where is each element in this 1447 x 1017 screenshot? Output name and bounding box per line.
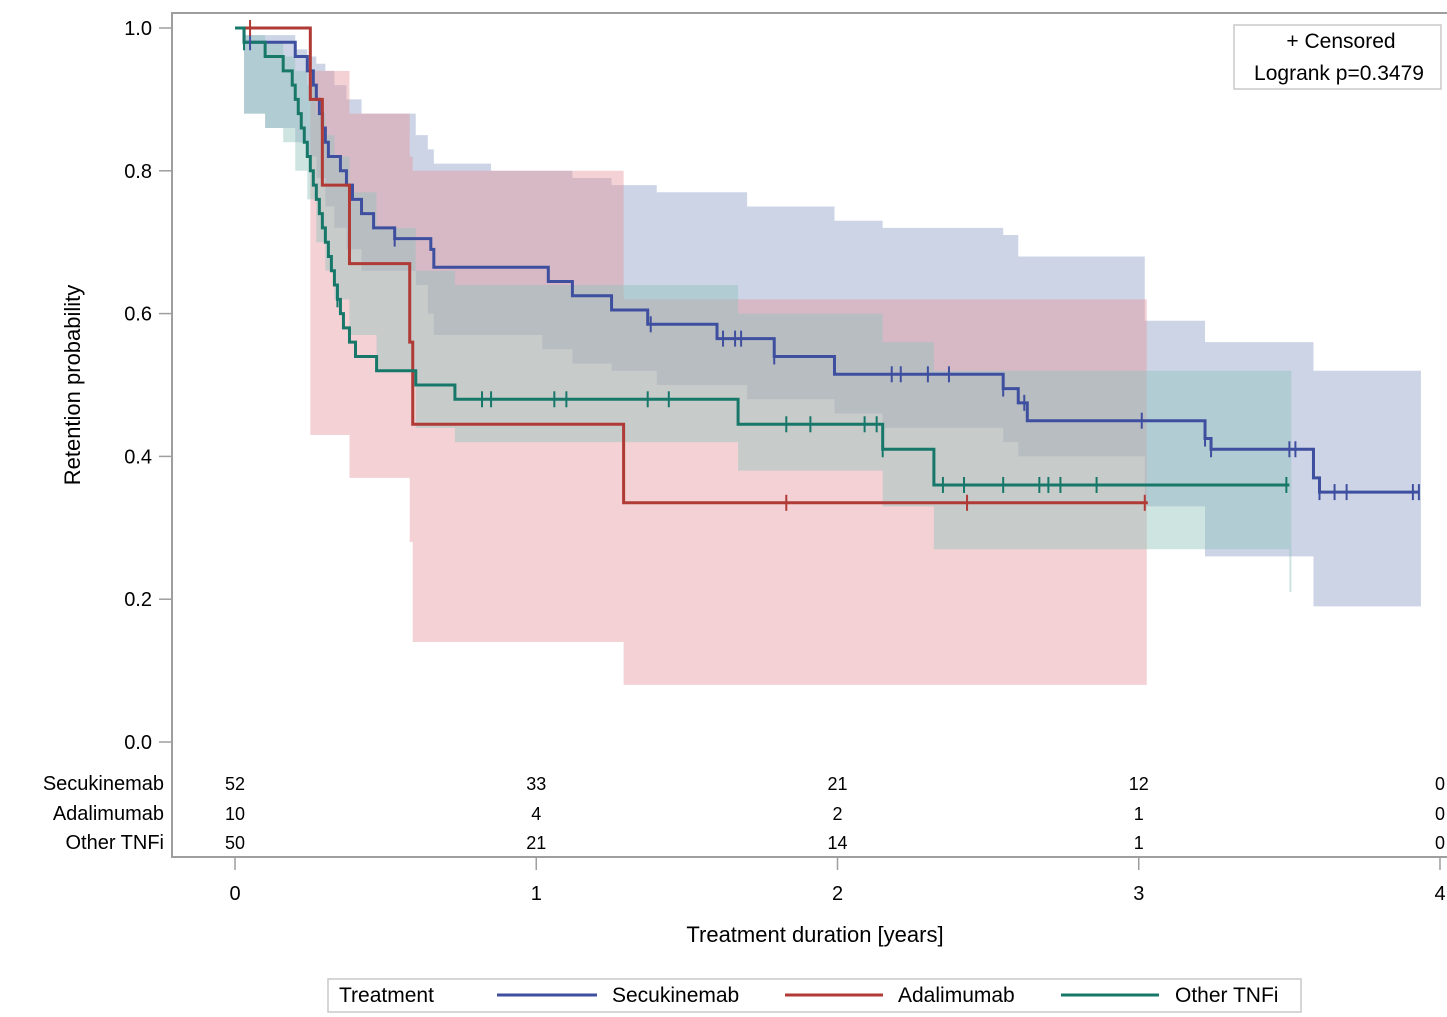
y-tick-label: 0.4 xyxy=(124,446,152,468)
risk-count: 33 xyxy=(526,774,546,794)
x-axis-title: Treatment duration [years] xyxy=(686,922,943,947)
survival-curves xyxy=(235,26,1419,505)
y-tick-label: 1.0 xyxy=(124,18,152,40)
band-secukinemab xyxy=(235,28,1421,607)
risk-count: 1 xyxy=(1134,833,1144,853)
risk-count: 50 xyxy=(225,833,245,853)
legend-title: Treatment xyxy=(339,984,434,1007)
risk-count: 4 xyxy=(531,804,541,824)
risk-count: 0 xyxy=(1435,833,1445,853)
y-tick-label: 0.6 xyxy=(124,304,152,326)
y-tick-label: 0.2 xyxy=(124,589,152,611)
y-tick-label: 0.8 xyxy=(124,161,152,183)
legend-entry-adalimumab: Adalimumab xyxy=(898,984,1015,1007)
logrank-box: + Censored Logrank p=0.3479 xyxy=(1233,24,1442,90)
risk-count: 12 xyxy=(1129,774,1149,794)
band-adalimumab xyxy=(235,28,1147,685)
y-axis-title: Retention probability xyxy=(60,285,85,486)
plot-frame xyxy=(171,12,1447,858)
x-tick-label: 4 xyxy=(1434,883,1445,905)
band-other-tnfi xyxy=(235,28,1292,593)
x-axis: 0 1 2 3 4 xyxy=(229,857,1446,905)
curve-other-tnfi xyxy=(235,26,1290,487)
x-tick-label: 3 xyxy=(1133,883,1144,905)
censored-label: + Censored xyxy=(1286,30,1395,53)
logrank-box-frame xyxy=(1233,24,1442,90)
risk-row-label-secukinemab: Secukinemab xyxy=(43,773,164,795)
risk-count: 21 xyxy=(827,774,847,794)
risk-count: 21 xyxy=(526,833,546,853)
risk-count: 1 xyxy=(1134,804,1144,824)
x-tick-label: 2 xyxy=(832,883,843,905)
risk-count: 52 xyxy=(225,774,245,794)
censor-marks xyxy=(243,20,1420,511)
logrank-label: Logrank p=0.3479 xyxy=(1254,62,1424,85)
y-axis: 0.0 0.2 0.4 0.6 0.8 1.0 xyxy=(124,18,172,754)
risk-count: 0 xyxy=(1435,774,1445,794)
legend: Treatment Secukinemab Adalimumab Other T… xyxy=(327,978,1302,1013)
curve-adalimumab xyxy=(235,26,1148,505)
confidence-bands xyxy=(235,28,1421,685)
x-tick-label: 0 xyxy=(229,883,240,905)
risk-count: 0 xyxy=(1435,804,1445,824)
legend-entry-other-tnfi: Other TNFi xyxy=(1175,984,1278,1007)
legend-entry-secukinemab: Secukinemab xyxy=(612,984,739,1007)
y-tick-label: 0.0 xyxy=(124,732,152,754)
risk-row-label-adalimumab: Adalimumab xyxy=(53,803,164,825)
risk-count: 14 xyxy=(827,833,847,853)
risk-row-label-other-tnfi: Other TNFi xyxy=(65,832,164,854)
risk-count: 2 xyxy=(832,804,842,824)
x-tick-label: 1 xyxy=(531,883,542,905)
risk-count: 10 xyxy=(225,804,245,824)
